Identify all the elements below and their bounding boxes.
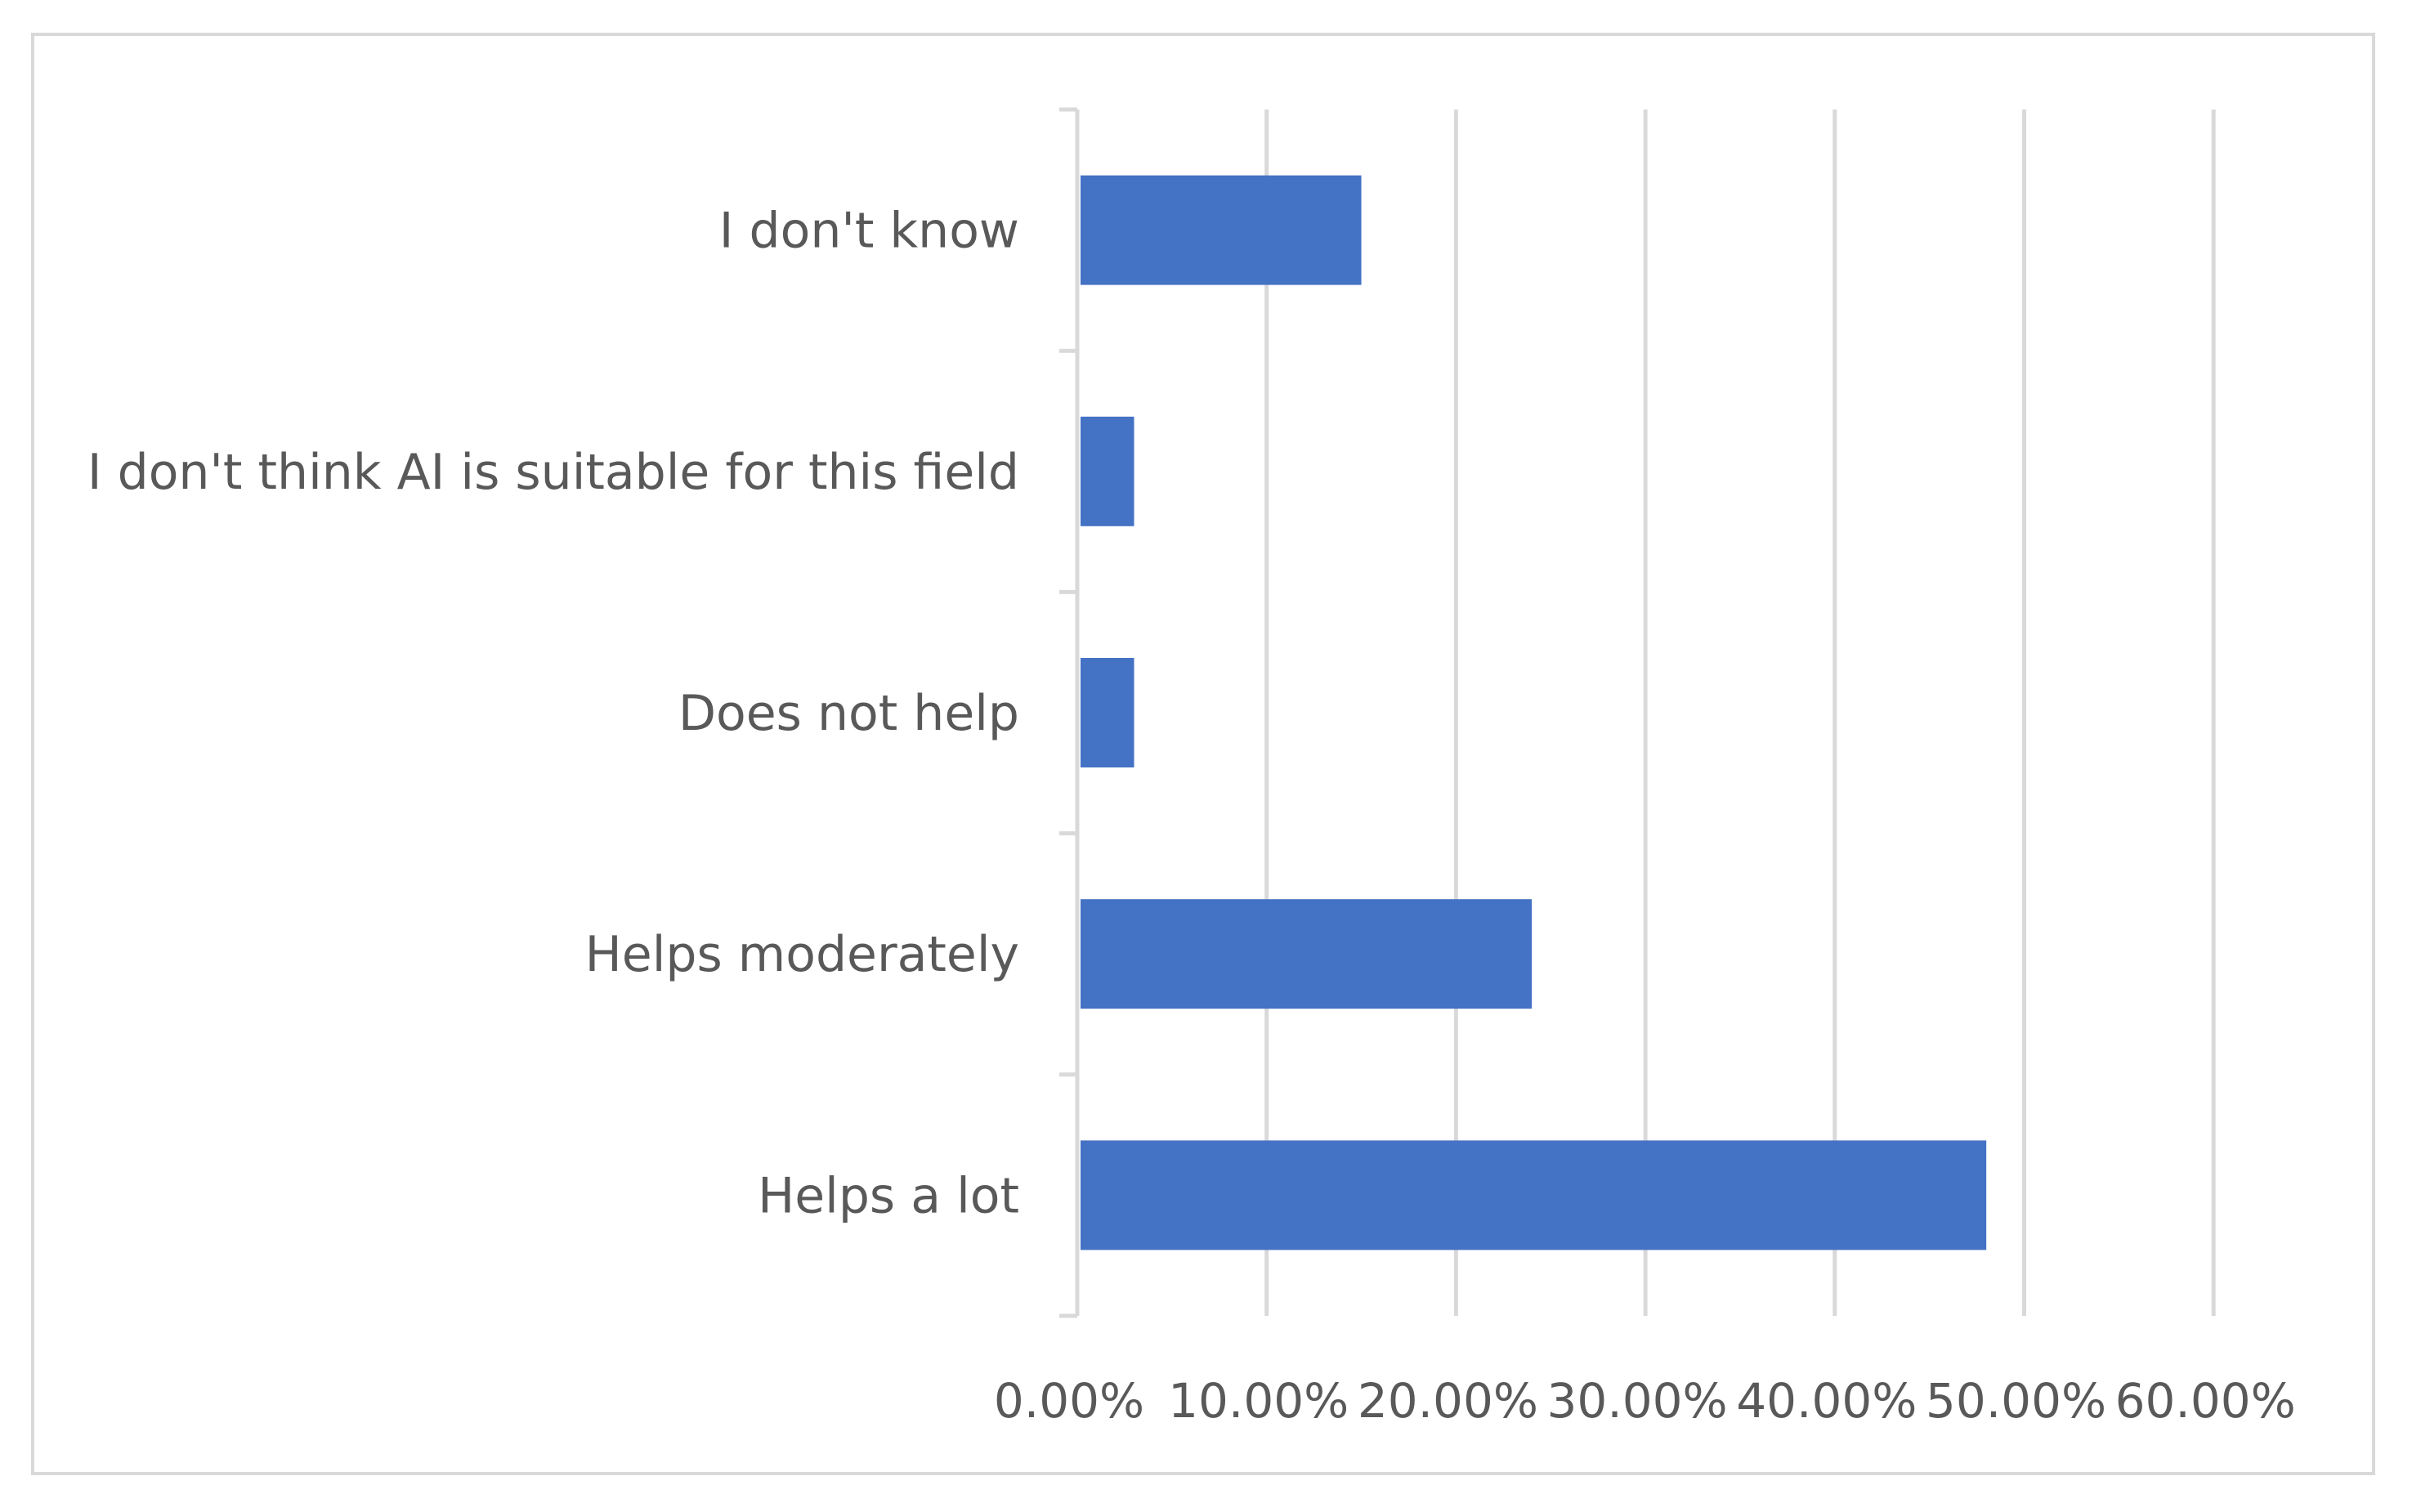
category-label: Helps a lot [758, 1167, 1019, 1224]
x-tick-labels: 0.00% 10.00% 20.00% 30.00% 40.00% 50.00% 60.00… [994, 1373, 2296, 1429]
x-tick-label: 20.00% [1358, 1373, 1538, 1429]
category-axis [1059, 107, 1080, 1318]
category-label: Helps moderately [585, 926, 1019, 983]
bar [1081, 899, 1533, 1009]
gridlines [1264, 110, 2216, 1316]
bars [1081, 175, 1987, 1250]
bar [1081, 1140, 1987, 1250]
x-tick-label: 10.00% [1168, 1373, 1349, 1429]
category-labels: I don't know I don't think AI is suitable… [87, 203, 1019, 1225]
x-tick-label: 40.00% [1736, 1373, 1917, 1429]
x-tick-label: 60.00% [2115, 1373, 2296, 1429]
category-label: I don't think AI is suitable for this fi… [87, 444, 1019, 501]
bar [1081, 175, 1362, 285]
x-tick-label: 30.00% [1547, 1373, 1728, 1429]
bar [1081, 416, 1134, 526]
category-label: I don't know [719, 203, 1019, 260]
x-tick-label: 50.00% [1926, 1373, 2106, 1429]
category-label: Does not help [678, 685, 1019, 742]
bar [1081, 658, 1134, 767]
x-tick-label: 0.00% [994, 1373, 1144, 1429]
